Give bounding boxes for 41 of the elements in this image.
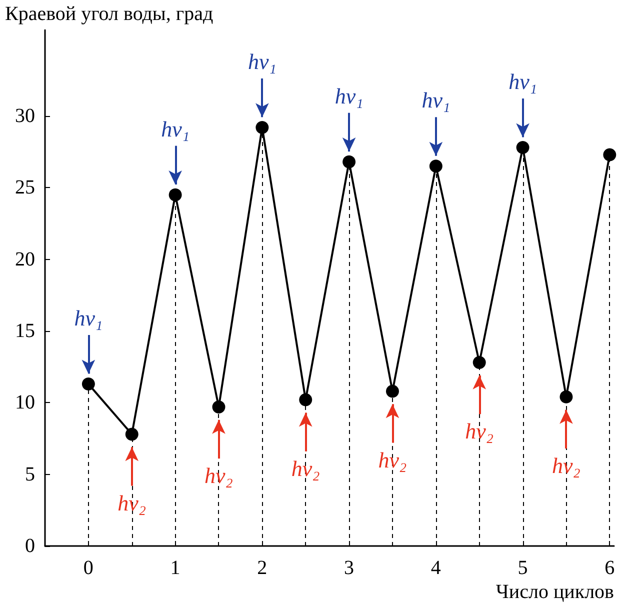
annotation: hν₂	[552, 453, 581, 478]
annotation: hν₁	[161, 116, 190, 142]
annotation: hν₁	[422, 88, 450, 113]
annotation: hν₂	[291, 456, 320, 481]
point	[125, 428, 138, 441]
y-tick-label: 20	[15, 248, 35, 270]
annotation: hν₁	[74, 306, 103, 331]
x-tick-label: 2	[257, 557, 268, 579]
x-tick-label: 5	[518, 557, 528, 579]
point	[516, 141, 530, 154]
point	[256, 120, 269, 134]
point	[386, 384, 399, 398]
annotation: hν₁	[508, 69, 537, 94]
point	[429, 160, 442, 173]
y-tick-label: 10	[15, 392, 35, 414]
point	[472, 356, 486, 370]
x-tick-label: 4	[430, 557, 441, 579]
y-tick-label: 30	[15, 105, 35, 127]
x-tick-label: 3	[344, 557, 354, 579]
point	[603, 148, 616, 162]
annotation: hν₂	[118, 490, 146, 516]
y-tick-label: 5	[25, 463, 35, 486]
annotation: hν₂	[465, 418, 494, 444]
x-tick-label: 6	[604, 557, 615, 579]
annotation: hν₁	[248, 48, 276, 74]
point	[342, 155, 356, 168]
point	[299, 393, 312, 406]
point	[560, 390, 573, 404]
annotation: hν₁	[334, 83, 364, 108]
point	[82, 378, 95, 391]
annotation: hν₂	[204, 463, 234, 488]
x-axis-title: Число циклов	[496, 581, 614, 603]
point	[212, 400, 226, 414]
y-tick-label: 0	[25, 535, 35, 557]
x-tick-label: 0	[83, 557, 94, 579]
y-tick-label: 25	[15, 176, 35, 199]
annotation: hν₂	[378, 447, 408, 472]
y-axis-title: Краевой угол воды, град	[5, 3, 214, 25]
point	[168, 188, 182, 202]
y-tick-label: 15	[15, 320, 35, 342]
x-tick-label: 1	[170, 557, 180, 579]
